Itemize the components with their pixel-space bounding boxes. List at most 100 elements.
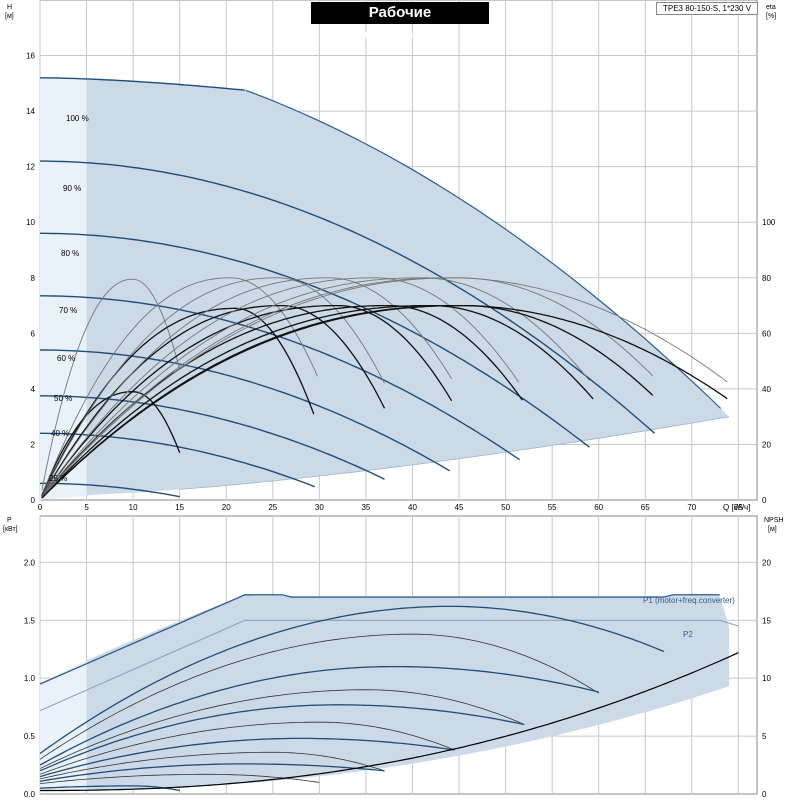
efficiency-curve bbox=[41, 304, 594, 499]
x-tick-label: 15 bbox=[175, 503, 184, 512]
y-axis-unit-left: [кВт] bbox=[3, 526, 18, 533]
x-tick-label: 25 bbox=[268, 503, 277, 512]
efficiency-curve bbox=[41, 277, 318, 496]
y-tick-label-left: 14 bbox=[26, 107, 35, 116]
y-tick-label-right: 20 bbox=[762, 440, 771, 449]
speed-label: 40 % bbox=[51, 429, 69, 438]
y-tick-label-left: 2.0 bbox=[24, 558, 36, 567]
y-tick-label-left: 16 bbox=[26, 52, 35, 61]
speed-label: 80 % bbox=[61, 249, 79, 258]
p2-line bbox=[39, 619, 739, 712]
power-curve bbox=[39, 605, 665, 755]
y-axis-label-left: P bbox=[7, 517, 12, 524]
x-tick-label: 70 bbox=[687, 503, 696, 512]
x-tick-label: 35 bbox=[361, 503, 370, 512]
efficiency-curve bbox=[41, 277, 654, 499]
speed-label: 70 % bbox=[59, 306, 77, 315]
x-tick-label: 50 bbox=[501, 503, 510, 512]
y-tick-label-left: 0 bbox=[31, 496, 36, 505]
power-curve bbox=[39, 689, 525, 769]
head-efficiency-panel: 100 % 90 % 80 % 70 % 60 % 50 % 40 % 25 % 0 2 4 6 8 10… bbox=[5, 0, 776, 512]
y-tick-label-left: 0.5 bbox=[24, 732, 36, 741]
speed-label: 25 % bbox=[49, 474, 67, 483]
y-tick-label-right: 20 bbox=[762, 558, 771, 567]
y-tick-label-left: 0.0 bbox=[24, 790, 36, 799]
y-tick-label-right: 10 bbox=[762, 674, 771, 683]
y-tick-label-left: 10 bbox=[26, 218, 35, 227]
x-tick-label: 65 bbox=[641, 503, 650, 512]
efficiency-curve bbox=[41, 277, 385, 497]
x-tick-label: 40 bbox=[408, 503, 417, 512]
y-axis-label-left: H bbox=[7, 4, 12, 11]
x-tick-label: 20 bbox=[222, 503, 231, 512]
speed-label: 100 % bbox=[66, 114, 89, 123]
power-region bbox=[40, 594, 730, 791]
y-tick-label-left: 8 bbox=[31, 274, 36, 283]
efficiency-curve bbox=[41, 277, 728, 499]
x-tick-label: 10 bbox=[129, 503, 138, 512]
efficiency-curve bbox=[41, 304, 728, 499]
x-axis-label: Q [м³/ч] bbox=[723, 503, 750, 512]
p1-line bbox=[39, 594, 720, 685]
y-tick-label-right: 60 bbox=[762, 329, 771, 338]
x-tick-label: 0 bbox=[38, 503, 43, 512]
y-axis-unit-right: [%] bbox=[766, 13, 776, 20]
y-tick-label-right: 40 bbox=[762, 385, 771, 394]
p1-label: P1 (motor+freq.converter) bbox=[643, 596, 735, 605]
speed-curve bbox=[40, 482, 180, 498]
y-tick-label-left: 1.0 bbox=[24, 674, 36, 683]
power-curve bbox=[39, 763, 385, 782]
efficiency-curve bbox=[41, 304, 386, 498]
power-curve bbox=[39, 704, 525, 772]
power-curve bbox=[39, 665, 599, 766]
speed-label: 90 % bbox=[63, 184, 81, 193]
p2-label: P2 bbox=[683, 630, 693, 639]
y-axis-label-right: NPSH bbox=[764, 517, 783, 524]
chart-title: Рабочие характеристики bbox=[311, 2, 489, 43]
power-curve bbox=[39, 785, 180, 792]
power-curve bbox=[39, 721, 455, 775]
max-boundary-line bbox=[245, 89, 722, 409]
x-tick-label: 30 bbox=[315, 503, 324, 512]
x-tick-label: 5 bbox=[84, 503, 89, 512]
power-curve bbox=[39, 773, 320, 784]
y-tick-label-left: 4 bbox=[31, 385, 36, 394]
power-npsh-panel: P1 (motor+freq.converter) P2 0.0 0.5 1.0 1.5 2… bbox=[3, 515, 783, 799]
x-tick-label: 75 bbox=[734, 503, 743, 512]
y-tick-label-right: 0 bbox=[762, 496, 767, 505]
speed-label: 50 % bbox=[54, 394, 72, 403]
y-axis-unit-right: [м] bbox=[768, 526, 777, 533]
power-curve bbox=[39, 751, 385, 780]
y-tick-label-right: 80 bbox=[762, 274, 771, 283]
y-tick-label-right: 100 bbox=[762, 218, 776, 227]
efficiency-curve bbox=[41, 304, 654, 499]
speed-curve bbox=[40, 232, 590, 448]
y-axis-label-right: eta bbox=[766, 4, 776, 11]
speed-curve bbox=[40, 160, 656, 434]
efficiency-curve bbox=[41, 277, 452, 498]
power-curve bbox=[39, 737, 455, 778]
y-tick-label-left: 6 bbox=[31, 329, 36, 338]
y-tick-label-right: 5 bbox=[762, 732, 767, 741]
npsh-curve bbox=[40, 652, 739, 792]
y-tick-label-right: 0 bbox=[762, 790, 767, 799]
y-tick-label-left: 2 bbox=[31, 440, 36, 449]
y-tick-label-right: 15 bbox=[762, 616, 771, 625]
efficiency-curve bbox=[41, 277, 519, 498]
low-flow-region bbox=[40, 77, 87, 501]
y-tick-label-left: 12 bbox=[26, 163, 35, 172]
efficiency-curve bbox=[41, 304, 453, 498]
efficiency-curve bbox=[41, 278, 181, 491]
speed-curve bbox=[40, 349, 451, 472]
pump-model-label: TPE3 80-150-S, 1*230 V bbox=[656, 2, 758, 15]
x-tick-label: 60 bbox=[594, 503, 603, 512]
efficiency-curve bbox=[41, 277, 590, 498]
min-boundary-line bbox=[179, 416, 730, 490]
x-tick-label: 55 bbox=[548, 503, 557, 512]
speed-label: 60 % bbox=[57, 354, 75, 363]
efficiency-curve bbox=[41, 307, 315, 497]
y-tick-label-left: 1.5 bbox=[24, 616, 36, 625]
y-axis-unit-left: [м] bbox=[5, 13, 14, 20]
x-tick-label: 45 bbox=[455, 503, 464, 512]
